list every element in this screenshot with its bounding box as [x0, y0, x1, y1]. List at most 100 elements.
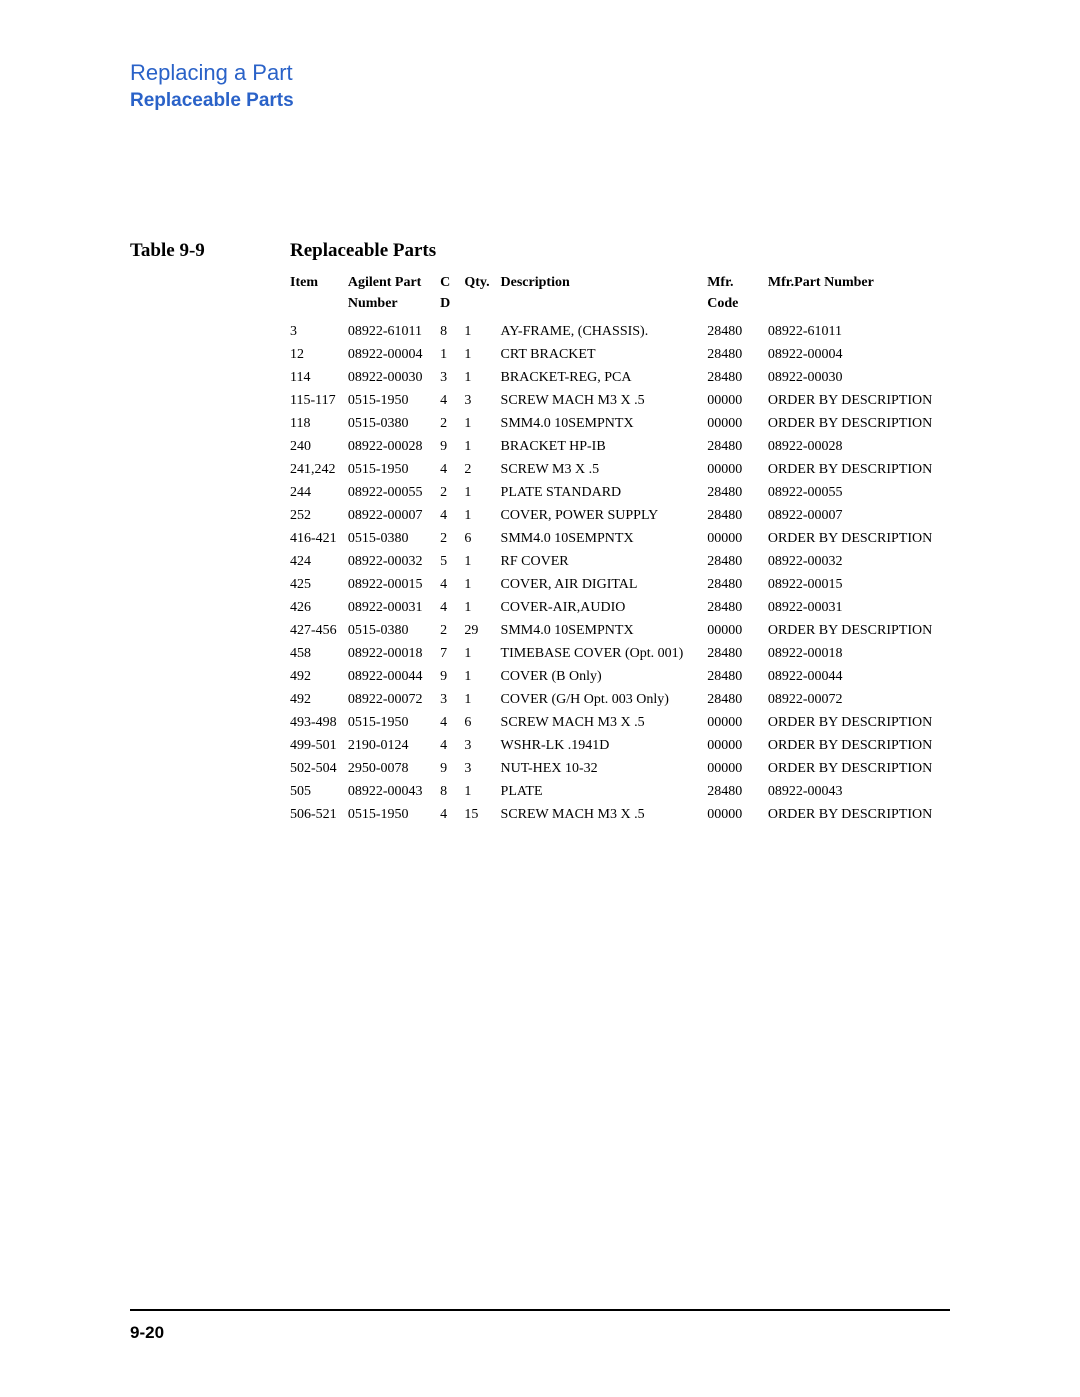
table-label: Table 9-9 — [130, 240, 290, 262]
cell-item: 427-456 — [290, 619, 348, 642]
cell-cd: 4 — [440, 389, 464, 412]
cell-mfr: 28480 — [707, 665, 768, 688]
cell-mfr: 00000 — [707, 734, 768, 757]
cell-part: 0515-1950 — [348, 389, 440, 412]
cell-desc: SCREW M3 X .5 — [501, 458, 708, 481]
table-row: 241,2420515-195042SCREW M3 X .500000ORDE… — [290, 458, 950, 481]
cell-mpn: 08922-00018 — [768, 642, 950, 665]
cell-item: 502-504 — [290, 757, 348, 780]
cell-mpn: 08922-00015 — [768, 573, 950, 596]
cell-part: 08922-00032 — [348, 550, 440, 573]
cell-mfr: 28480 — [707, 435, 768, 458]
cell-cd: 8 — [440, 780, 464, 803]
cell-cd: 4 — [440, 458, 464, 481]
cell-item: 425 — [290, 573, 348, 596]
cell-mpn: ORDER BY DESCRIPTION — [768, 412, 950, 435]
cell-qty: 1 — [464, 665, 500, 688]
cell-mfr: 00000 — [707, 757, 768, 780]
cell-cd: 9 — [440, 435, 464, 458]
cell-part: 08922-00031 — [348, 596, 440, 619]
table-title: Replaceable Parts — [290, 240, 436, 262]
cell-mpn: ORDER BY DESCRIPTION — [768, 734, 950, 757]
cell-mpn: 08922-00007 — [768, 504, 950, 527]
cell-item: 3 — [290, 320, 348, 343]
table-row: 49208922-0007231COVER (G/H Opt. 003 Only… — [290, 688, 950, 711]
col-header-desc: Description — [501, 272, 708, 320]
cell-desc: CRT BRACKET — [501, 343, 708, 366]
cell-mfr: 28480 — [707, 688, 768, 711]
cell-item: 12 — [290, 343, 348, 366]
cell-cd: 4 — [440, 734, 464, 757]
cell-cd: 4 — [440, 711, 464, 734]
cell-part: 08922-00044 — [348, 665, 440, 688]
cell-item: 492 — [290, 665, 348, 688]
cell-qty: 1 — [464, 688, 500, 711]
table-header-row: Item Agilent Part Number C D Qty. Descri… — [290, 272, 950, 320]
table-row: 1208922-0000411CRT BRACKET2848008922-000… — [290, 343, 950, 366]
cell-part: 08922-00007 — [348, 504, 440, 527]
parts-table: Item Agilent Part Number C D Qty. Descri… — [290, 272, 950, 826]
cell-qty: 6 — [464, 527, 500, 550]
cell-cd: 3 — [440, 688, 464, 711]
cell-desc: SMM4.0 10SEMPNTX — [501, 412, 708, 435]
cell-part: 2190-0124 — [348, 734, 440, 757]
table-row: 49208922-0004491COVER (B Only)2848008922… — [290, 665, 950, 688]
parts-table-block: Table 9-9 Replaceable Parts Item Agilent… — [130, 240, 950, 826]
cell-item: 424 — [290, 550, 348, 573]
cell-mfr: 00000 — [707, 803, 768, 826]
table-row: 308922-6101181AY-FRAME, (CHASSIS).284800… — [290, 320, 950, 343]
table-row: 115-1170515-195043SCREW MACH M3 X .50000… — [290, 389, 950, 412]
cell-qty: 15 — [464, 803, 500, 826]
cell-mpn: ORDER BY DESCRIPTION — [768, 711, 950, 734]
cell-cd: 2 — [440, 527, 464, 550]
cell-part: 08922-00030 — [348, 366, 440, 389]
cell-mfr: 00000 — [707, 711, 768, 734]
cell-desc: COVER (B Only) — [501, 665, 708, 688]
cell-mfr: 00000 — [707, 527, 768, 550]
col-header-mfr: Mfr. Code — [707, 272, 768, 320]
cell-mpn: ORDER BY DESCRIPTION — [768, 458, 950, 481]
cell-qty: 3 — [464, 734, 500, 757]
cell-qty: 1 — [464, 550, 500, 573]
cell-item: 506-521 — [290, 803, 348, 826]
cell-mpn: 08922-00044 — [768, 665, 950, 688]
cell-desc: RF COVER — [501, 550, 708, 573]
cell-desc: PLATE — [501, 780, 708, 803]
cell-qty: 3 — [464, 757, 500, 780]
cell-desc: BRACKET-REG, PCA — [501, 366, 708, 389]
col-header-part: Agilent Part Number — [348, 272, 440, 320]
cell-cd: 4 — [440, 573, 464, 596]
table-row: 416-4210515-038026SMM4.0 10SEMPNTX00000O… — [290, 527, 950, 550]
cell-item: 244 — [290, 481, 348, 504]
page-number: 9-20 — [130, 1323, 164, 1343]
cell-part: 08922-00004 — [348, 343, 440, 366]
cell-desc: COVER, AIR DIGITAL — [501, 573, 708, 596]
cell-cd: 9 — [440, 665, 464, 688]
col-header-item: Item — [290, 272, 348, 320]
cell-mfr: 00000 — [707, 458, 768, 481]
cell-mpn: 08922-00043 — [768, 780, 950, 803]
footer-rule — [130, 1309, 950, 1311]
cell-mfr: 28480 — [707, 642, 768, 665]
cell-mfr: 28480 — [707, 343, 768, 366]
table-row: 24408922-0005521PLATE STANDARD2848008922… — [290, 481, 950, 504]
cell-mpn: ORDER BY DESCRIPTION — [768, 619, 950, 642]
table-row: 506-5210515-1950415SCREW MACH M3 X .5000… — [290, 803, 950, 826]
cell-part: 0515-0380 — [348, 619, 440, 642]
cell-mpn: 08922-00028 — [768, 435, 950, 458]
cell-cd: 9 — [440, 757, 464, 780]
table-row: 499-5012190-012443WSHR-LK .1941D00000ORD… — [290, 734, 950, 757]
cell-cd: 7 — [440, 642, 464, 665]
table-row: 45808922-0001871TIMEBASE COVER (Opt. 001… — [290, 642, 950, 665]
page-header: Replacing a Part Replaceable Parts — [130, 60, 950, 112]
cell-part: 08922-00018 — [348, 642, 440, 665]
cell-qty: 6 — [464, 711, 500, 734]
parts-table-body: 308922-6101181AY-FRAME, (CHASSIS).284800… — [290, 320, 950, 826]
cell-mfr: 28480 — [707, 550, 768, 573]
cell-qty: 1 — [464, 504, 500, 527]
cell-desc: AY-FRAME, (CHASSIS). — [501, 320, 708, 343]
table-label-row: Table 9-9 Replaceable Parts — [130, 240, 950, 262]
cell-item: 493-498 — [290, 711, 348, 734]
cell-qty: 1 — [464, 642, 500, 665]
cell-qty: 1 — [464, 573, 500, 596]
